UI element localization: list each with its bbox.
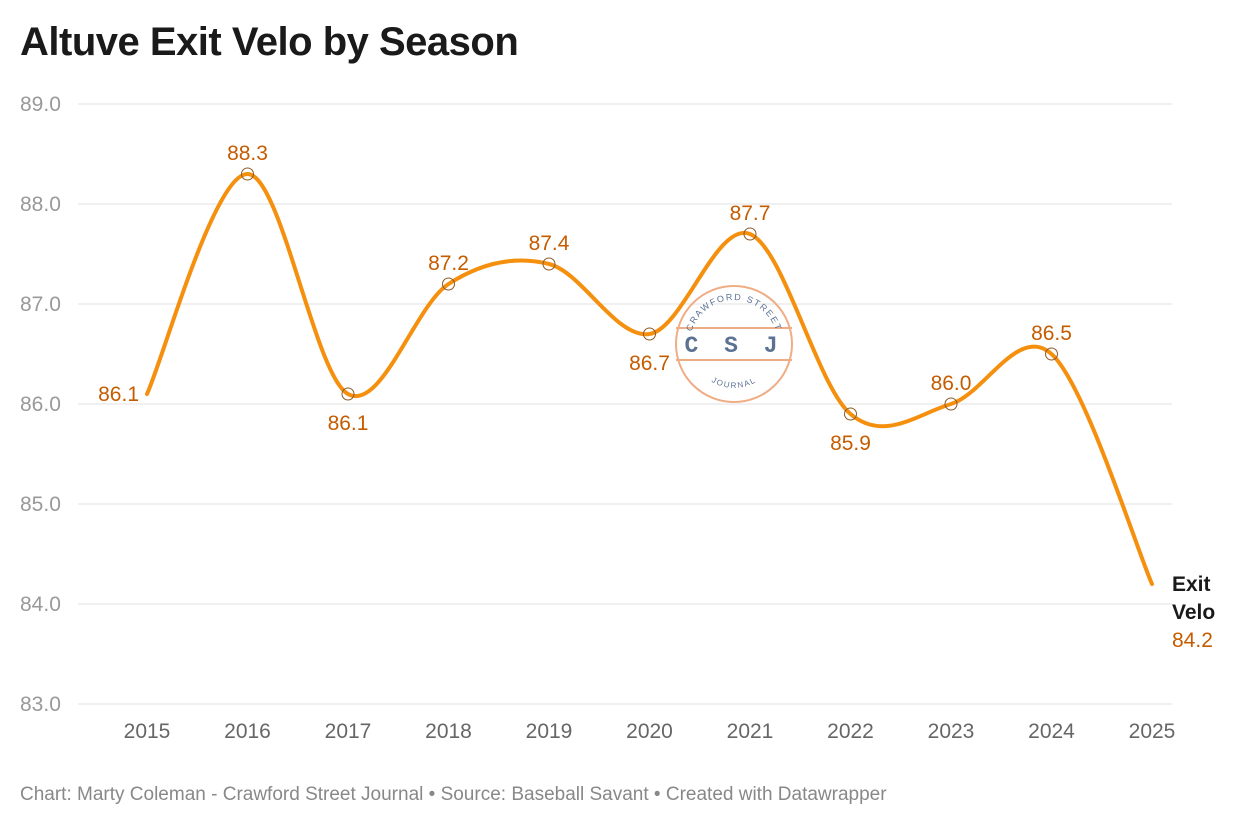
data-point: [241, 167, 254, 181]
data-label: 86.1: [328, 412, 369, 435]
data-point: [643, 327, 656, 341]
chart-title: Altuve Exit Velo by Season: [20, 20, 519, 64]
watermark-center-text: C S J: [684, 333, 783, 359]
y-tick-label: 88.0: [20, 193, 61, 216]
data-label: 85.9: [830, 432, 871, 455]
data-labels: 86.1 88.3 86.1 87.2 87.4 86.7 87.7 85.9 86.0 86.5: [98, 142, 1072, 455]
y-tick-label: 86.0: [20, 393, 61, 416]
y-axis: 83.0 84.0 85.0 86.0 87.0 88.0 89.0: [20, 93, 61, 716]
y-tick-label: 87.0: [20, 293, 61, 316]
x-tick-label: 2020: [626, 720, 673, 743]
x-tick-label: 2023: [928, 720, 975, 743]
gridlines: [78, 103, 1172, 705]
series-line-exit-velo: [145, 172, 1154, 586]
data-point: [844, 407, 857, 421]
y-tick-label: 85.0: [20, 493, 61, 516]
x-tick-label: 2017: [325, 720, 372, 743]
data-point: [1045, 347, 1058, 361]
data-point: [442, 277, 455, 291]
data-label: 86.0: [931, 372, 972, 395]
watermark-circle: [675, 285, 793, 403]
x-tick-label: 2025: [1129, 720, 1176, 743]
data-point: [542, 257, 556, 271]
data-label: 87.2: [428, 252, 469, 275]
series-name-label: Exit: [1172, 573, 1211, 596]
x-tick-label: 2022: [827, 720, 874, 743]
data-point: [743, 227, 757, 241]
data-point: [944, 397, 958, 411]
x-tick-label: 2016: [224, 720, 271, 743]
series-end-label: Exit Velo 84.2: [1172, 573, 1215, 652]
x-tick-label: 2015: [124, 720, 171, 743]
data-label: 86.1: [98, 383, 139, 406]
data-point-markers: [241, 167, 1058, 421]
x-tick-label: 2024: [1028, 720, 1075, 743]
data-label: 87.7: [730, 202, 771, 225]
watermark-bottom-text: JOURNAL: [710, 375, 757, 390]
data-point: [341, 387, 355, 401]
y-tick-label: 84.0: [20, 593, 61, 616]
y-tick-label: 89.0: [20, 93, 61, 116]
data-label: 86.7: [629, 352, 670, 375]
data-label: 88.3: [227, 142, 268, 165]
x-tick-label: 2021: [727, 720, 774, 743]
series-name-label: Velo: [1172, 601, 1215, 624]
x-axis: 2015 2016 2017 2018 2019 2020 2021 2022 2023 2024…: [124, 720, 1176, 743]
data-label: 87.4: [529, 232, 570, 255]
y-tick-label: 83.0: [20, 693, 61, 716]
x-tick-label: 2018: [425, 720, 472, 743]
data-label: 84.2: [1172, 629, 1213, 652]
data-label: 86.5: [1031, 322, 1072, 345]
x-tick-label: 2019: [526, 720, 573, 743]
chart-footer: Chart: Marty Coleman - Crawford Street J…: [20, 784, 887, 805]
